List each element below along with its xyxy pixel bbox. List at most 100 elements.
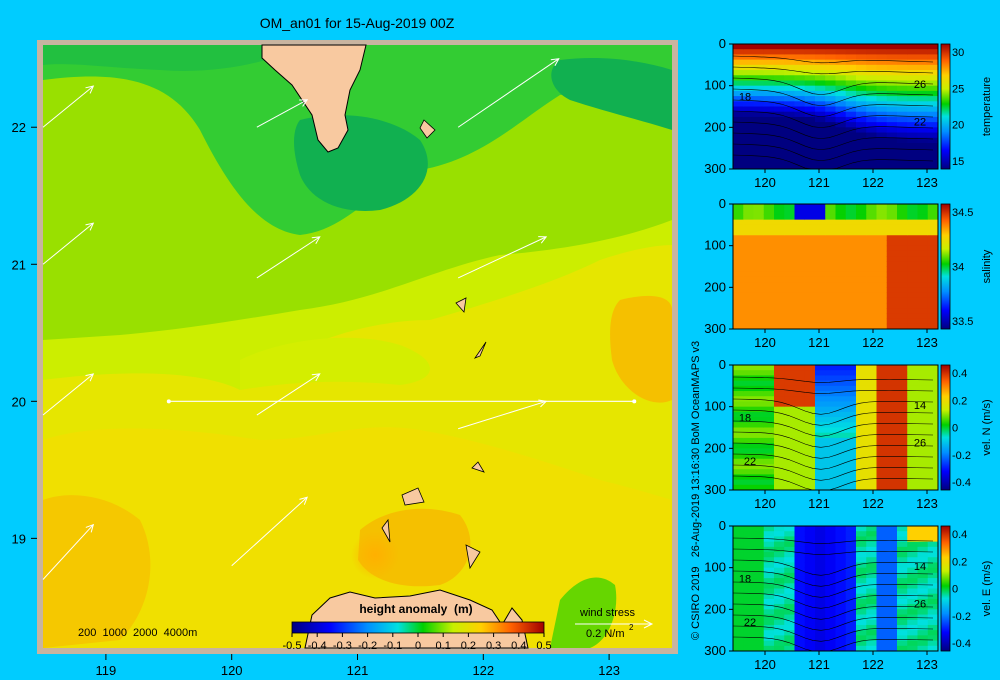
section-cell [804,308,816,314]
section-cell [804,142,816,149]
section-cell [733,536,744,543]
section-cell [845,375,857,382]
section-cell [794,541,806,548]
contour-label: 18 [739,91,751,103]
section-cell [886,609,898,616]
section-cell [866,80,877,87]
section-cell [825,64,836,71]
section-cell [784,163,795,170]
section-cell [897,214,908,221]
section-cell [763,572,775,579]
section-cell [743,583,754,589]
section-cell [825,557,836,563]
wind-arrow [256,236,321,279]
section-cell [927,463,939,470]
section-cell [835,609,847,616]
section-cell [856,80,867,87]
wind-arrow [42,222,95,265]
section-cell [907,266,918,273]
section-cell [763,640,775,647]
section-cell [794,101,806,107]
section-cell [927,401,939,408]
section-cell [886,541,898,548]
section-cell [876,583,888,589]
section-cell [876,318,888,325]
section-cell [845,567,857,574]
section-cell [917,75,929,81]
section-cell [815,54,826,61]
section-cell [825,323,836,330]
section-cell [856,297,867,304]
section-cell [733,64,744,71]
section-cell [876,116,888,123]
section-cell [876,458,888,465]
section-cell [753,432,765,439]
section-cell [804,588,816,595]
section-cell [917,536,929,543]
section-cell [804,80,816,87]
section-cell [784,204,795,210]
section-cell [733,453,744,460]
section-cell [794,453,806,460]
section-cell [733,250,744,257]
section-cell [825,122,836,128]
section-cell [804,391,816,397]
section-cell [733,323,744,330]
section-cell [763,297,775,304]
section-cell [774,588,785,595]
section-cell [743,604,754,610]
section-cell [866,526,877,532]
section-cell [876,235,888,241]
section-cell [763,214,775,221]
section-cell [907,85,918,92]
section-cell [856,531,867,537]
section-cell [763,453,775,460]
section-cell [743,562,754,569]
section-cell [784,411,795,418]
section-cell [733,240,744,247]
section-cell [733,158,744,165]
section-cell [825,401,836,408]
section-cell [774,432,785,439]
section-cell [753,458,765,465]
section-cell [917,578,929,584]
colorbar-tick-label: 0.2 [461,640,476,652]
section-cell [784,313,795,320]
section-cell [835,541,847,548]
section-cell [753,261,765,267]
section-cell [794,266,806,273]
section-cell [743,318,754,325]
section-cell [845,583,857,589]
section-cell [784,287,795,294]
section-cell [784,432,795,439]
section-cell [753,142,765,149]
map-y-tick-label: 20 [12,394,26,409]
section-cell [794,380,806,387]
section-cell [804,54,816,61]
section-cell [794,219,806,226]
section-cell [825,614,836,621]
section-cell [876,411,888,418]
section-x-tick-label: 122 [862,335,884,350]
section-cell [733,287,744,294]
section-cell [917,469,929,475]
section-cell [804,593,816,600]
section-cell [907,297,918,304]
section-cell [784,266,795,273]
section-cell [743,567,754,574]
section-cell [794,463,806,470]
section-cell [917,546,929,553]
section-cell [804,75,816,81]
section-cell [753,245,765,252]
section-cell [907,137,918,144]
section-cell [907,101,918,107]
section-cell [763,443,775,449]
section-cell [825,153,836,160]
section-cell [763,458,775,465]
section-cell [815,297,826,304]
section-cell [907,469,918,475]
section-cell [856,469,867,475]
section-cell [774,567,785,574]
section-cell [784,458,795,465]
section-cell [835,370,847,376]
